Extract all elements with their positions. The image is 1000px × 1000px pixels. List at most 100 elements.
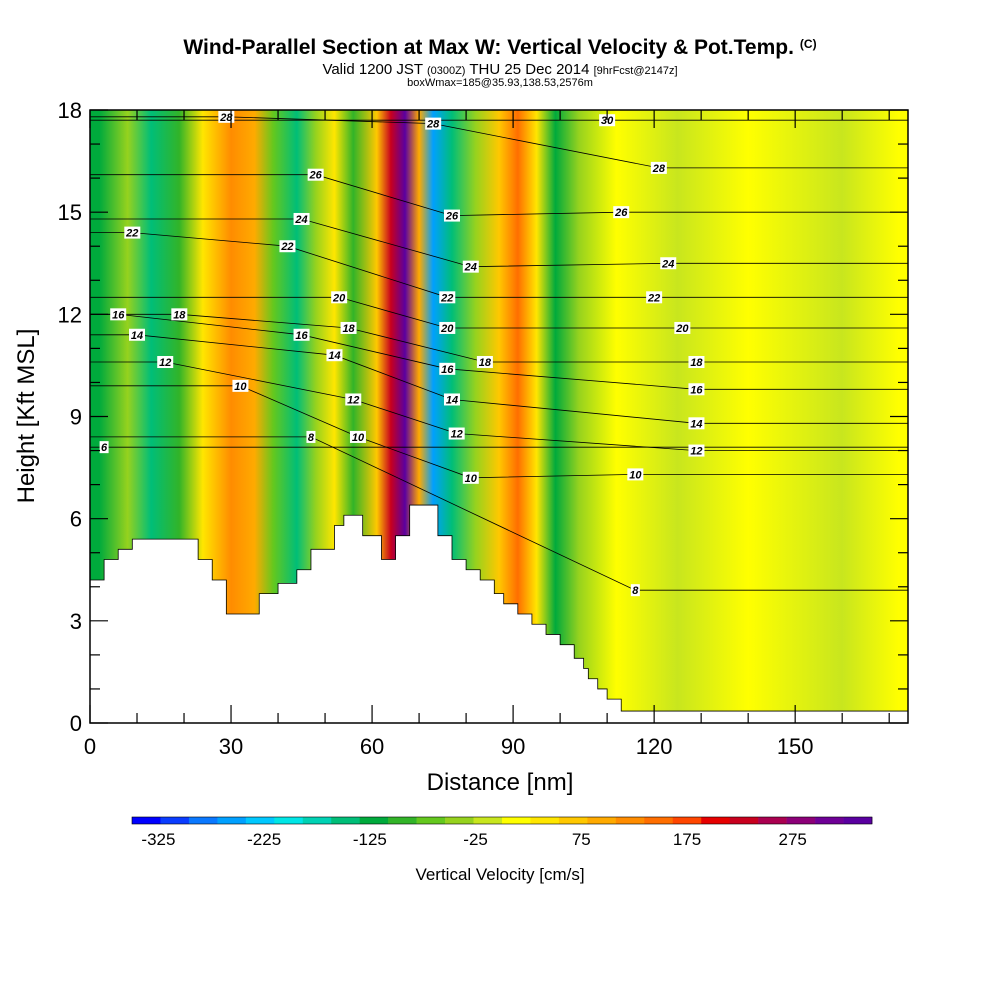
colorbar <box>131 816 873 825</box>
theta-label-bg <box>443 393 460 406</box>
x-tick-label: 150 <box>777 734 814 759</box>
theta-label-bg <box>439 321 456 334</box>
theta-label-bg <box>688 383 705 396</box>
theta-label: 28 <box>219 112 233 124</box>
colorbar-tick-label: 175 <box>673 830 701 849</box>
theta-label-bg <box>439 291 456 304</box>
colorbar-swatch <box>502 817 531 824</box>
theta-contour-12 <box>90 361 908 451</box>
colorbar-swatch <box>445 817 474 824</box>
theta-label: 18 <box>173 309 186 321</box>
theta-label: 26 <box>445 211 459 223</box>
plot-area: 6 8 8 10 10 10 10 12 12 12 12 14 14 14 14 16 16 16 16 18 18 1… <box>90 110 908 723</box>
colorbar-swatch <box>302 817 332 824</box>
theta-label: 16 <box>441 364 454 376</box>
colorbar-swatch <box>672 817 702 824</box>
theta-label: 8 <box>308 432 315 444</box>
y-tick-label: 9 <box>70 405 82 430</box>
theta-label-bg <box>439 362 456 375</box>
theta-label: 10 <box>629 469 642 481</box>
theta-label-bg <box>171 308 188 321</box>
theta-label: 18 <box>690 357 703 369</box>
colorbar-swatch <box>188 817 218 824</box>
colorbar-tick-label: -125 <box>353 830 387 849</box>
theta-label: 24 <box>661 258 674 270</box>
theta-label-bg <box>674 321 691 334</box>
theta-label: 22 <box>280 241 293 253</box>
axis-ticks <box>89 109 908 724</box>
forecast-info: [9hrFcst@2147z] <box>593 65 678 77</box>
theta-label-bg <box>688 417 705 430</box>
theta-label-bg <box>331 291 348 304</box>
colorbar-swatch <box>843 817 873 824</box>
colorbar-swatch <box>217 817 247 824</box>
theta-label: 12 <box>451 429 463 441</box>
theta-label: 18 <box>479 357 492 369</box>
colorbar-swatch <box>558 817 588 824</box>
theta-label-bg <box>688 444 705 457</box>
theta-label: 22 <box>440 292 453 304</box>
theta-label: 22 <box>647 292 660 304</box>
colorbar-swatch <box>160 817 190 824</box>
colorbar-swatch <box>530 817 560 824</box>
colorbar-swatch <box>701 817 730 824</box>
colorbar-tick-labels: -325 -225 -125 -25 75 175 275 <box>141 830 806 849</box>
y-tick-label: 3 <box>70 609 82 634</box>
valid-date: THU 25 Dec 2014 <box>469 61 590 78</box>
x-tick-label: 90 <box>501 734 525 759</box>
theta-label: 10 <box>234 381 247 393</box>
theta-label-bg <box>326 349 343 362</box>
theta-label: 24 <box>464 262 477 274</box>
colorbar-tick-label: -25 <box>463 830 488 849</box>
colorbar-swatch <box>644 817 674 824</box>
theta-contour-labels: 6 8 8 10 10 10 10 12 12 12 12 14 14 14 14 16 16 16 16 18 18 1… <box>99 110 705 597</box>
theta-label-bg <box>306 430 316 443</box>
theta-label-bg <box>293 212 310 225</box>
theta-label-bg <box>462 471 479 484</box>
theta-label: 10 <box>465 473 478 485</box>
theta-label-bg <box>307 168 324 181</box>
y-tick-label: 15 <box>58 200 82 225</box>
theta-label: 10 <box>352 432 365 444</box>
copyright-mark: (C) <box>799 37 817 51</box>
theta-label: 14 <box>131 330 143 342</box>
theta-label: 28 <box>652 163 666 175</box>
colorbar-swatch <box>615 817 645 824</box>
theta-label: 28 <box>426 119 440 131</box>
theta-label: 16 <box>690 384 703 396</box>
theta-label: 16 <box>295 330 308 342</box>
y-tick-label: 0 <box>70 711 82 736</box>
theta-label: 20 <box>675 323 689 335</box>
y-tick-labels: 0 3 6 9 12 15 18 <box>58 98 82 736</box>
theta-label-bg <box>129 328 146 341</box>
chart-subtitle: Valid 1200 JST (0300Z) THU 25 Dec 2014 [… <box>0 61 1000 78</box>
theta-label-bg <box>627 468 644 481</box>
theta-label-bg <box>124 226 141 239</box>
colorbar-tick-label: -325 <box>141 830 175 849</box>
theta-label-bg <box>110 308 127 321</box>
theta-label: 22 <box>125 228 138 240</box>
theta-label-bg <box>349 430 366 443</box>
colorbar-swatch <box>274 817 304 824</box>
x-tick-label: 0 <box>84 734 96 759</box>
chart-title: Wind-Parallel Section at Max W: Vertical… <box>0 36 1000 60</box>
box-info: boxWmax=185@35.93,138.53,2576m <box>407 77 593 89</box>
colorbar-swatch <box>587 817 617 824</box>
theta-contour-18 <box>90 313 908 363</box>
theta-label-bg <box>650 161 667 174</box>
theta-label-bg <box>232 379 249 392</box>
colorbar-frame <box>131 816 873 825</box>
y-axis-label: Height [Kft MSL] <box>13 329 40 504</box>
theta-label: 30 <box>601 115 614 127</box>
theta-label-bg <box>425 117 442 130</box>
theta-label-bg <box>630 584 640 597</box>
colorbar-tick-label: 275 <box>779 830 807 849</box>
theta-label-bg <box>448 427 465 440</box>
theta-label: 16 <box>112 309 125 321</box>
colorbar-swatch <box>729 817 759 824</box>
y-tick-label: 6 <box>70 507 82 532</box>
theta-contour-10 <box>90 385 908 479</box>
theta-label-bg <box>293 328 310 341</box>
theta-label: 14 <box>328 350 340 362</box>
theta-label: 8 <box>632 585 639 597</box>
